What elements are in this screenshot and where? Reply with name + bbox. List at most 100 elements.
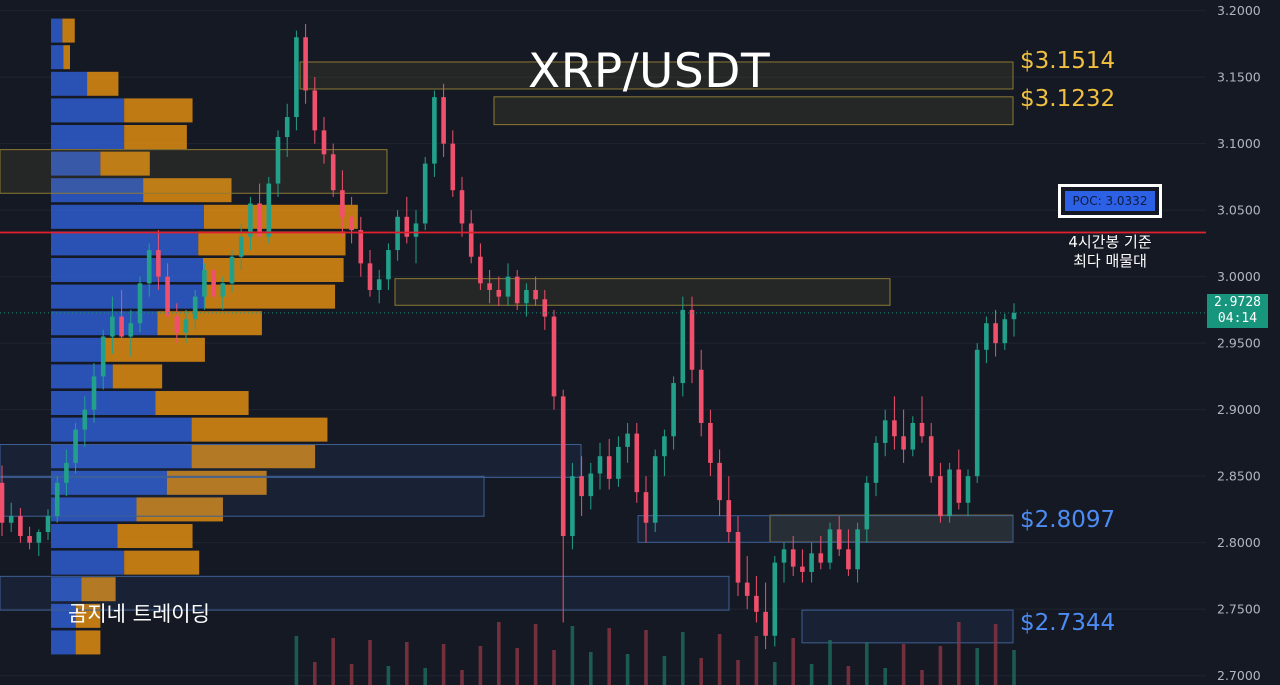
candle-body (238, 236, 244, 257)
volume-profile-buy-bar (51, 45, 64, 70)
volume-bar (901, 644, 906, 685)
level-label-gold-top: $3.1514 (1020, 48, 1116, 74)
candle-body (708, 422, 713, 463)
candle-body (662, 436, 667, 457)
candle-body (100, 336, 106, 377)
candle-body (809, 553, 814, 572)
volume-profile-buy-bar (51, 151, 101, 176)
last-price-value: 2.9728 (1214, 295, 1261, 310)
candle-body (73, 429, 78, 463)
candle-body (533, 289, 538, 300)
candle-body (165, 276, 170, 317)
volume-bar (773, 662, 777, 685)
zone-gold (493, 96, 1014, 126)
volume-bar (423, 668, 427, 685)
volume-bar (681, 632, 685, 685)
countdown-timer: 04:14 (1217, 311, 1258, 326)
candle-body (432, 97, 437, 164)
candle-body (956, 469, 962, 503)
poc-badge: POC: 3.0332 (1058, 184, 1162, 218)
candle-body (91, 376, 97, 410)
candle-body (698, 369, 704, 423)
candle-body (754, 595, 759, 612)
volume-bar (625, 654, 630, 685)
candle-body (984, 323, 989, 350)
candle-body (1011, 312, 1017, 320)
candle-body (938, 476, 943, 517)
volume-profile-buy-bar (51, 284, 205, 309)
volume-profile-buy-bar (51, 98, 125, 123)
candle-body (772, 562, 778, 636)
y-axis-tick-label: 2.8000 (1217, 535, 1261, 550)
volume-profile-buy-bar (51, 550, 125, 575)
candle-body (146, 250, 152, 284)
volume-bar (460, 670, 464, 685)
level-label-blue-lower: $2.7344 (1020, 610, 1116, 636)
volume-profile-buy-bar (51, 524, 118, 549)
candle-body (257, 203, 262, 237)
candle-body (422, 163, 428, 224)
volume-profile-sell-bar (203, 258, 344, 283)
candle-body (652, 456, 658, 523)
candle-body (579, 476, 584, 497)
candle-body (487, 283, 492, 290)
candle-body (634, 433, 640, 493)
candle-body (183, 319, 189, 333)
volume-profile-buy-bar (51, 204, 204, 229)
volume-bar (846, 666, 851, 685)
candle-body (827, 529, 833, 563)
y-axis-tick-label: 2.9000 (1217, 402, 1261, 417)
candle-body (882, 420, 888, 443)
volume-bar (865, 642, 869, 685)
candle-body (818, 553, 824, 563)
candle-body (588, 473, 594, 497)
candle-body (947, 469, 952, 517)
candle-body (8, 516, 14, 523)
candle-body (671, 383, 676, 437)
volume-profile-buy-bar (51, 603, 76, 628)
volume-bar (644, 630, 648, 685)
y-axis-tick-label: 3.0500 (1217, 203, 1261, 218)
candle-body (119, 316, 124, 337)
poc-annotation: 4시간봉 기준 최다 매물대 (1058, 233, 1162, 271)
candle-body (1002, 319, 1008, 344)
candle-body (211, 270, 216, 297)
level-label-blue-upper: $2.8097 (1020, 507, 1116, 533)
candle-body (763, 611, 768, 636)
candle-body (312, 90, 318, 131)
volume-bar (294, 636, 299, 685)
volume-bar (405, 642, 409, 685)
volume-profile-buy-bar (51, 258, 203, 283)
candle-body (790, 549, 796, 567)
volume-profile-sell-bar (136, 497, 223, 522)
candle-body (303, 37, 308, 91)
candle-body (229, 256, 235, 284)
volume-profile-buy-bar (51, 391, 156, 416)
candle-body (266, 183, 272, 237)
candle-body (892, 420, 897, 437)
candle-body (54, 482, 60, 517)
volume-bar (809, 664, 814, 685)
volume-profile-sell-bar (100, 151, 150, 176)
volume-bar (570, 626, 575, 685)
volume-bar (331, 638, 335, 685)
volume-profile-buy-bar (51, 178, 144, 203)
volume-profile-sell-bar (75, 630, 101, 655)
y-axis-tick-label: 3.0000 (1217, 269, 1261, 284)
candle-body (855, 529, 860, 570)
poc-annotation-line1: 4시간봉 기준 (1068, 233, 1152, 251)
candle-body (340, 190, 345, 217)
candle-body (974, 349, 980, 477)
candle-body (735, 532, 741, 583)
candle-body (284, 117, 290, 137)
candle-body (468, 223, 474, 257)
volume-profile-sell-bar (87, 71, 119, 96)
volume-profile-sell-bar (155, 391, 249, 416)
volume-profile-sell-bar (124, 125, 187, 149)
candle-body (505, 276, 511, 297)
candle-body (625, 433, 630, 447)
volume-profile-sell-bar (117, 524, 193, 549)
candle-body (459, 190, 465, 224)
candle-body (643, 492, 649, 523)
